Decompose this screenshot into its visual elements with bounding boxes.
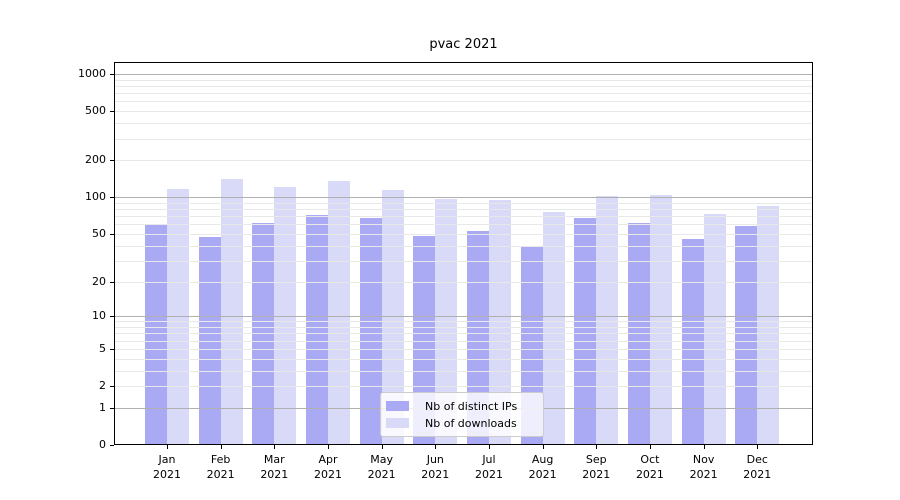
bar-ips-jul — [466, 230, 489, 445]
gridline-minor-2 — [114, 386, 813, 387]
legend-swatch-distinct-ips-icon — [386, 401, 409, 411]
x-tick-label-feb: Feb 2021 — [206, 453, 235, 481]
gridline-minor-7 — [114, 333, 813, 335]
gridline-minor-700 — [114, 93, 813, 95]
gridline-minor-40 — [114, 245, 813, 247]
x-tick-label-jan: Jan 2021 — [153, 453, 181, 481]
x-tick-label-may: May 2021 — [367, 453, 396, 481]
y-tick-label-50: 50 — [92, 226, 106, 240]
x-tick-label-apr: Apr 2021 — [313, 453, 342, 481]
gridline-minor-50 — [114, 233, 813, 235]
x-tick-mark-feb — [220, 445, 222, 449]
y-tick-mark-50 — [110, 233, 114, 235]
gridline-minor-300 — [114, 138, 813, 140]
gridline-minor-8 — [114, 327, 813, 328]
gridline-minor-3 — [114, 370, 813, 372]
x-tick-mark-may — [381, 445, 383, 449]
legend-swatch-downloads-icon — [386, 418, 409, 428]
legend: Nb of distinct IPs Nb of downloads — [380, 392, 544, 437]
y-tick-mark-5 — [110, 348, 114, 350]
bar-downloads-apr — [327, 181, 350, 445]
y-tick-mark-0 — [110, 445, 114, 446]
y-tick-label-200: 200 — [85, 153, 106, 167]
gridline-minor-60 — [114, 224, 813, 226]
gridline-minor-6 — [114, 340, 813, 342]
gridline-major-10 — [114, 316, 813, 318]
gridline-minor-70 — [114, 216, 813, 218]
gridline-minor-500 — [114, 111, 813, 113]
y-tick-mark-200 — [110, 160, 114, 162]
x-tick-mark-sep — [596, 445, 598, 449]
y-tick-mark-2 — [110, 386, 114, 387]
x-tick-mark-jun — [435, 445, 437, 449]
x-tick-label-jun: Jun 2021 — [421, 453, 450, 481]
gridline-minor-90 — [114, 202, 813, 204]
bar-ips-nov — [681, 239, 704, 445]
x-tick-mark-mar — [274, 445, 276, 449]
x-tick-mark-apr — [327, 445, 329, 449]
gridline-minor-20 — [114, 281, 813, 283]
x-tick-mark-aug — [542, 445, 544, 449]
y-tick-label-1000: 1000 — [78, 66, 106, 80]
x-tick-mark-jan — [167, 445, 168, 449]
gridline-minor-9 — [114, 321, 813, 323]
gridline-minor-80 — [114, 209, 813, 210]
legend-label-downloads: Nb of downloads — [425, 416, 517, 430]
y-tick-label-5: 5 — [99, 341, 106, 355]
y-tick-label-0: 0 — [99, 438, 106, 451]
y-tick-label-500: 500 — [85, 104, 106, 118]
y-tick-mark-20 — [110, 281, 114, 283]
bar-downloads-may — [381, 190, 404, 445]
x-tick-mark-dec — [757, 445, 759, 449]
plot-area — [114, 62, 813, 445]
y-tick-mark-1 — [110, 407, 114, 409]
x-tick-label-mar: Mar 2021 — [260, 453, 289, 481]
bar-downloads-feb — [220, 179, 243, 445]
x-tick-mark-nov — [703, 445, 705, 449]
x-tick-label-dec: Dec 2021 — [743, 453, 772, 481]
legend-label-distinct-ips: Nb of distinct IPs — [425, 399, 518, 413]
gridline-minor-5 — [114, 348, 813, 350]
bar-downloads-sep — [596, 196, 619, 445]
legend-item-distinct-ips: Nb of distinct IPs — [386, 400, 535, 413]
gridline-major-1000 — [114, 73, 813, 75]
bar-downloads-oct — [649, 194, 672, 445]
bar-downloads-nov — [703, 213, 726, 445]
bar-ips-apr — [305, 214, 328, 445]
y-tick-mark-100 — [110, 197, 114, 199]
gridline-minor-400 — [114, 123, 813, 125]
bar-ips-sep — [574, 217, 597, 445]
x-tick-label-jul: Jul 2021 — [474, 453, 503, 481]
x-tick-label-nov: Nov 2021 — [689, 453, 718, 481]
y-tick-label-2: 2 — [99, 379, 106, 392]
gridline-minor-800 — [114, 85, 813, 87]
y-tick-label-10: 10 — [92, 309, 106, 323]
gridline-minor-900 — [114, 79, 813, 81]
x-tick-label-oct: Oct 2021 — [635, 453, 664, 481]
bar-downloads-dec — [757, 205, 780, 445]
y-tick-mark-1000 — [110, 73, 114, 75]
y-tick-mark-500 — [110, 111, 114, 113]
bar-ips-jan — [145, 225, 167, 445]
gridline-major-100 — [114, 197, 813, 199]
x-tick-label-sep: Sep 2021 — [582, 453, 611, 481]
y-tick-label-20: 20 — [92, 274, 106, 288]
x-tick-label-aug: Aug 2021 — [528, 453, 557, 481]
x-tick-mark-oct — [649, 445, 651, 449]
legend-item-downloads: Nb of downloads — [386, 417, 535, 430]
y-tick-label-100: 100 — [85, 190, 106, 204]
x-tick-mark-jul — [488, 445, 490, 449]
y-tick-mark-10 — [110, 316, 114, 318]
gridline-minor-4 — [114, 358, 813, 360]
chart-title: pvac 2021 — [429, 37, 498, 52]
gridline-minor-600 — [114, 101, 813, 103]
bar-ips-dec — [735, 226, 758, 445]
gridline-minor-200 — [114, 160, 813, 162]
gridline-minor-30 — [114, 260, 813, 262]
bar-ips-may — [359, 217, 382, 445]
y-tick-label-1: 1 — [99, 400, 106, 414]
bar-downloads-aug — [542, 211, 565, 445]
